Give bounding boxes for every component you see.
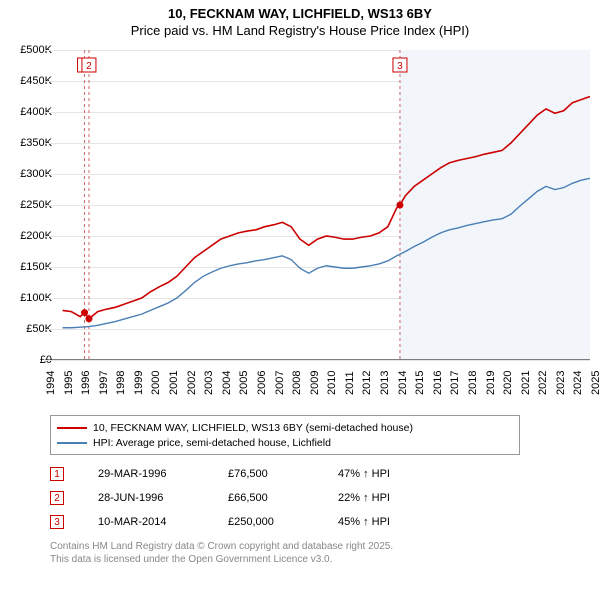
table-row: 1 29-MAR-1996 £76,500 47% ↑ HPI xyxy=(50,462,448,486)
x-tick-label: 2011 xyxy=(344,371,356,395)
x-tick-label: 1996 xyxy=(80,371,92,395)
legend-swatch xyxy=(57,442,87,444)
tx-marker: 1 xyxy=(50,467,64,481)
tx-pct: 22% ↑ HPI xyxy=(338,492,448,504)
x-tick-label: 1995 xyxy=(63,371,75,395)
legend-item: HPI: Average price, semi-detached house,… xyxy=(57,435,513,450)
x-tick-label: 2017 xyxy=(449,371,461,395)
x-tick-label: 2010 xyxy=(326,371,338,395)
tx-price: £66,500 xyxy=(228,492,338,504)
tx-date: 28-JUN-1996 xyxy=(98,492,228,504)
x-tick-label: 2013 xyxy=(379,371,391,395)
table-row: 2 28-JUN-1996 £66,500 22% ↑ HPI xyxy=(50,486,448,510)
x-tick-label: 1994 xyxy=(45,371,57,395)
tx-date: 29-MAR-1996 xyxy=(98,468,228,480)
table-row: 3 10-MAR-2014 £250,000 45% ↑ HPI xyxy=(50,510,448,534)
x-tick-label: 2006 xyxy=(256,371,268,395)
tx-price: £250,000 xyxy=(228,516,338,528)
tx-date: 10-MAR-2014 xyxy=(98,516,228,528)
x-tick-label: 1997 xyxy=(98,371,110,395)
footer-line: Contains HM Land Registry data © Crown c… xyxy=(50,540,393,553)
legend-label: 10, FECKNAM WAY, LICHFIELD, WS13 6BY (se… xyxy=(93,422,413,434)
x-tick-label: 2002 xyxy=(186,371,198,395)
x-tick-label: 2001 xyxy=(168,371,180,395)
x-tick-label: 1999 xyxy=(133,371,145,395)
tx-marker: 2 xyxy=(50,491,64,505)
gridline xyxy=(45,360,590,361)
x-tick-label: 2020 xyxy=(502,371,514,395)
x-tick-label: 2007 xyxy=(274,371,286,395)
x-tick-label: 2000 xyxy=(150,371,162,395)
footer-line: This data is licensed under the Open Gov… xyxy=(50,553,393,566)
x-tick-label: 2009 xyxy=(309,371,321,395)
footer: Contains HM Land Registry data © Crown c… xyxy=(50,540,393,566)
tx-pct: 45% ↑ HPI xyxy=(338,516,448,528)
title-address: 10, FECKNAM WAY, LICHFIELD, WS13 6BY xyxy=(0,0,600,21)
tx-marker: 3 xyxy=(50,515,64,529)
x-tick-label: 2015 xyxy=(414,371,426,395)
x-tick-label: 2008 xyxy=(291,371,303,395)
transactions-table: 1 29-MAR-1996 £76,500 47% ↑ HPI 2 28-JUN… xyxy=(50,462,448,534)
svg-text:3: 3 xyxy=(397,61,403,72)
svg-text:2: 2 xyxy=(86,61,92,72)
plot-svg: 123 xyxy=(45,50,590,360)
legend-label: HPI: Average price, semi-detached house,… xyxy=(93,437,331,449)
x-tick-label: 2005 xyxy=(238,371,250,395)
x-tick-label: 2024 xyxy=(572,371,584,395)
x-tick-label: 2012 xyxy=(361,371,373,395)
legend: 10, FECKNAM WAY, LICHFIELD, WS13 6BY (se… xyxy=(50,415,520,455)
x-tick-label: 1998 xyxy=(115,371,127,395)
x-tick-label: 2025 xyxy=(590,371,600,395)
legend-item: 10, FECKNAM WAY, LICHFIELD, WS13 6BY (se… xyxy=(57,420,513,435)
x-tick-label: 2021 xyxy=(520,371,532,395)
x-tick-label: 2014 xyxy=(397,371,409,395)
x-tick-label: 2016 xyxy=(432,371,444,395)
x-tick-label: 2023 xyxy=(555,371,567,395)
x-tick-label: 2019 xyxy=(485,371,497,395)
x-tick-label: 2022 xyxy=(537,371,549,395)
legend-swatch xyxy=(57,427,87,429)
tx-price: £76,500 xyxy=(228,468,338,480)
x-tick-label: 2018 xyxy=(467,371,479,395)
tx-pct: 47% ↑ HPI xyxy=(338,468,448,480)
title-subtitle: Price paid vs. HM Land Registry's House … xyxy=(0,21,600,38)
x-tick-label: 2003 xyxy=(203,371,215,395)
chart-container: 10, FECKNAM WAY, LICHFIELD, WS13 6BY Pri… xyxy=(0,0,600,590)
x-tick-label: 2004 xyxy=(221,371,233,395)
